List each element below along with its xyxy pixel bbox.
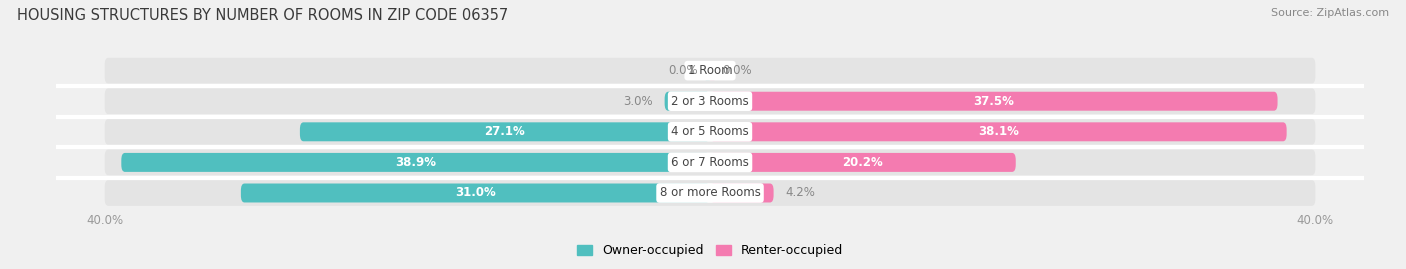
- FancyBboxPatch shape: [104, 180, 1316, 206]
- FancyBboxPatch shape: [665, 92, 710, 111]
- FancyBboxPatch shape: [710, 153, 1015, 172]
- FancyBboxPatch shape: [104, 150, 1316, 175]
- FancyBboxPatch shape: [104, 119, 1316, 145]
- FancyBboxPatch shape: [710, 92, 1278, 111]
- FancyBboxPatch shape: [299, 122, 710, 141]
- Text: 20.2%: 20.2%: [842, 156, 883, 169]
- FancyBboxPatch shape: [240, 183, 710, 203]
- Text: 8 or more Rooms: 8 or more Rooms: [659, 186, 761, 200]
- Text: 4.2%: 4.2%: [786, 186, 815, 200]
- Text: 0.0%: 0.0%: [668, 64, 697, 77]
- FancyBboxPatch shape: [121, 153, 710, 172]
- Text: 0.0%: 0.0%: [723, 64, 752, 77]
- Text: 27.1%: 27.1%: [485, 125, 526, 138]
- FancyBboxPatch shape: [104, 89, 1316, 114]
- Text: 4 or 5 Rooms: 4 or 5 Rooms: [671, 125, 749, 138]
- FancyBboxPatch shape: [710, 61, 714, 80]
- Text: 6 or 7 Rooms: 6 or 7 Rooms: [671, 156, 749, 169]
- FancyBboxPatch shape: [710, 122, 1286, 141]
- Text: 31.0%: 31.0%: [456, 186, 496, 200]
- Text: 1 Room: 1 Room: [688, 64, 733, 77]
- FancyBboxPatch shape: [710, 183, 773, 203]
- Text: Source: ZipAtlas.com: Source: ZipAtlas.com: [1271, 8, 1389, 18]
- Legend: Owner-occupied, Renter-occupied: Owner-occupied, Renter-occupied: [576, 244, 844, 257]
- Text: 38.9%: 38.9%: [395, 156, 436, 169]
- Text: 38.1%: 38.1%: [979, 125, 1019, 138]
- Text: 2 or 3 Rooms: 2 or 3 Rooms: [671, 95, 749, 108]
- FancyBboxPatch shape: [104, 58, 1316, 83]
- Text: 3.0%: 3.0%: [623, 95, 652, 108]
- FancyBboxPatch shape: [706, 61, 710, 80]
- Text: 37.5%: 37.5%: [973, 95, 1014, 108]
- Text: HOUSING STRUCTURES BY NUMBER OF ROOMS IN ZIP CODE 06357: HOUSING STRUCTURES BY NUMBER OF ROOMS IN…: [17, 8, 508, 23]
